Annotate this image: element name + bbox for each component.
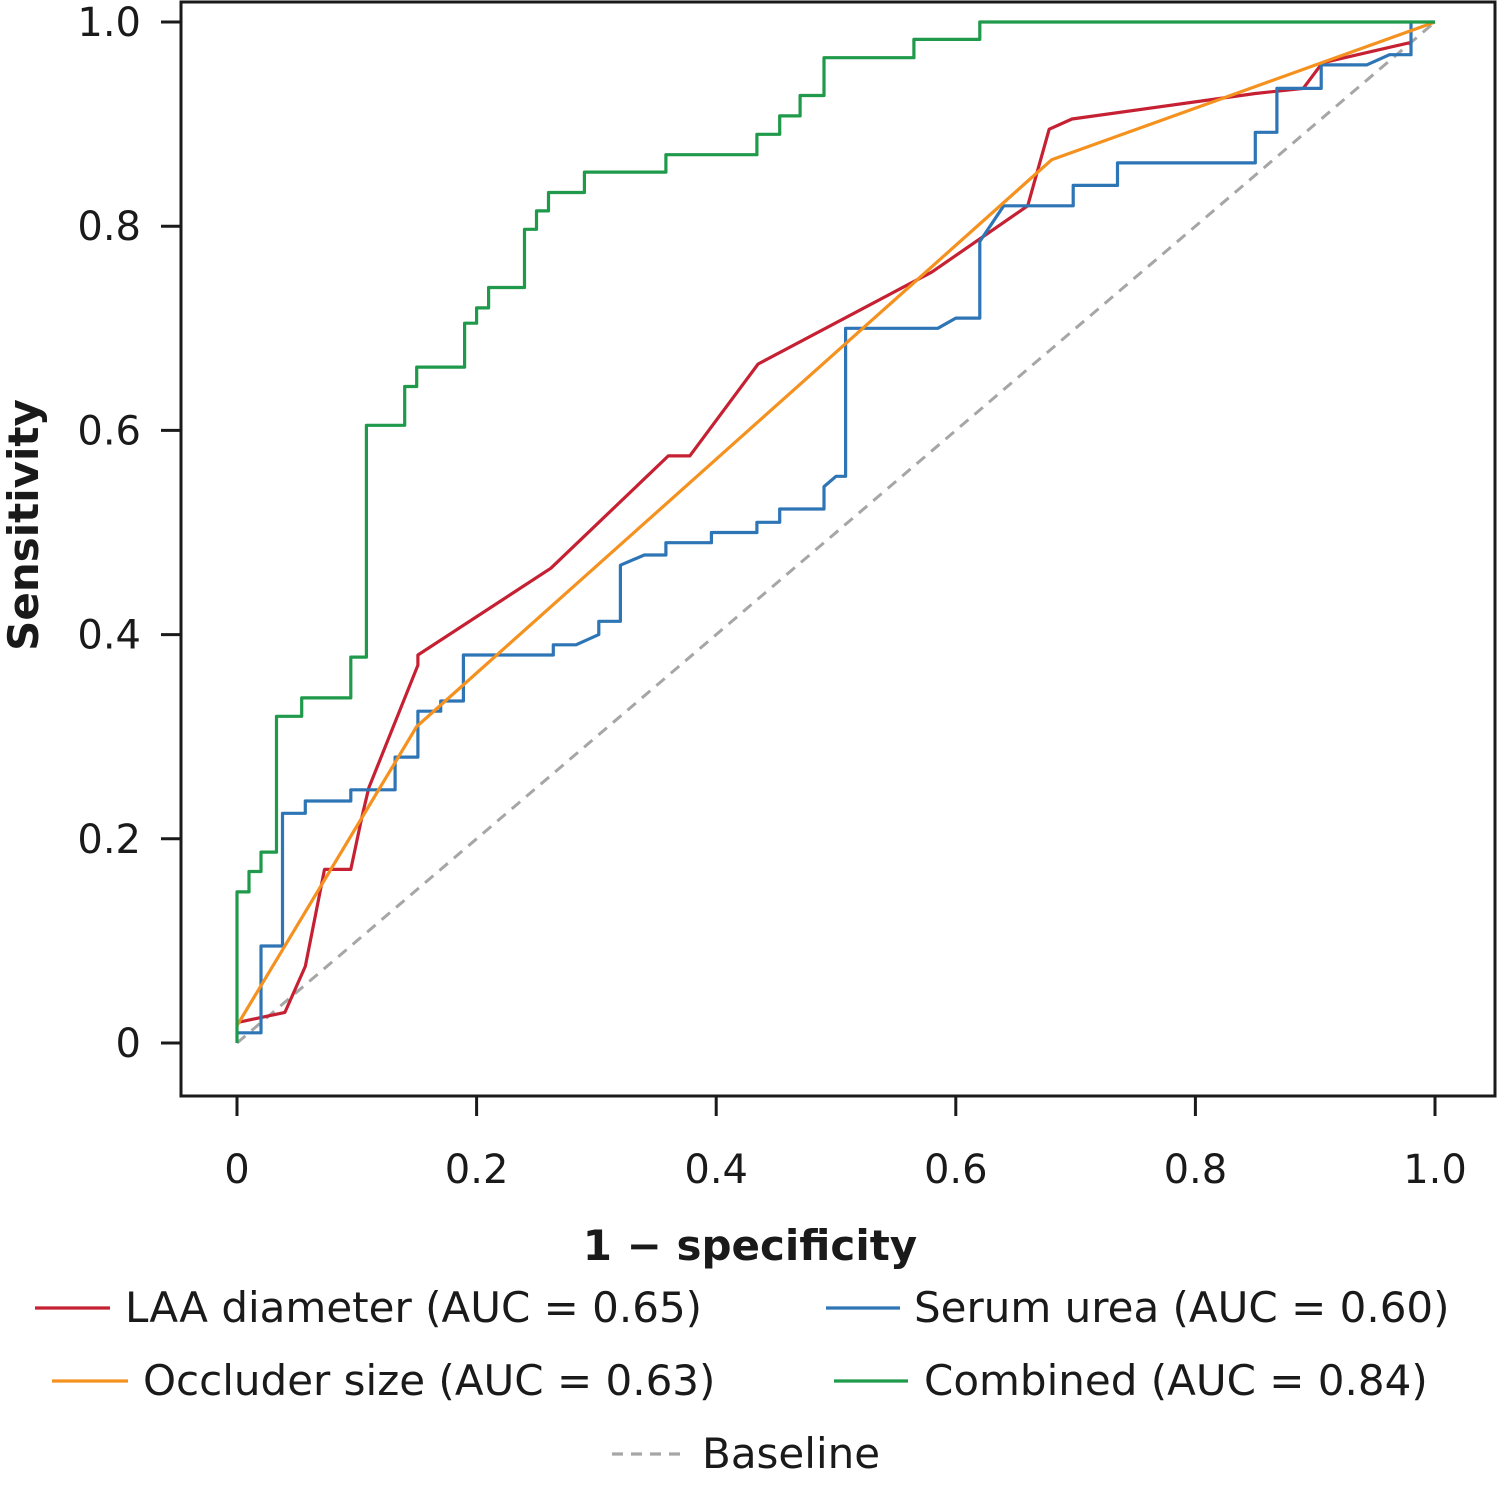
y-axis: 0 0.2 0.4 0.6 0.8 1.0	[77, 0, 181, 1067]
y-tick-label: 0.8	[77, 204, 141, 250]
x-tick-label: 0.4	[684, 1147, 748, 1193]
x-tick-label: 0.2	[445, 1147, 509, 1193]
y-tick-label: 0	[116, 1021, 141, 1067]
series-line-baseline	[236, 20, 1436, 1045]
x-tick-label: 1.0	[1403, 1147, 1467, 1193]
y-tick-label: 0.2	[77, 817, 141, 863]
curves-layer	[235, 20, 1436, 1045]
x-tick-label: 0	[224, 1147, 249, 1193]
legend-label-combined: Combined (AUC = 0.84)	[924, 1356, 1428, 1405]
x-axis-title: 1 − specificity	[583, 1221, 917, 1270]
legend-label-laa-diameter: LAA diameter (AUC = 0.65)	[125, 1283, 702, 1332]
y-axis-title: Sensitivity	[0, 399, 48, 651]
legend-label-baseline: Baseline	[702, 1429, 880, 1478]
legend-label-occluder-size: Occluder size (AUC = 0.63)	[143, 1356, 715, 1405]
series-line-serum-urea	[237, 22, 1413, 1035]
y-tick-label: 0.4	[77, 613, 141, 659]
y-tick-label: 1.0	[77, 0, 141, 46]
x-tick-label: 0.8	[1164, 1147, 1228, 1193]
legend: LAA diameter (AUC = 0.65) Serum urea (AUC…	[35, 1283, 1450, 1478]
y-tick-label: 0.6	[77, 408, 141, 454]
series-line-laa-diameter	[236, 40, 1412, 1025]
x-axis: 0 0.2 0.4 0.6 0.8 1.0	[224, 1096, 1467, 1193]
legend-label-serum-urea: Serum urea (AUC = 0.60)	[914, 1283, 1450, 1332]
x-tick-label: 0.6	[924, 1147, 988, 1193]
series-line-combined	[235, 20, 1435, 1043]
plot-frame	[179, 0, 1497, 1098]
series-line-occluder-size	[235, 20, 1436, 1027]
